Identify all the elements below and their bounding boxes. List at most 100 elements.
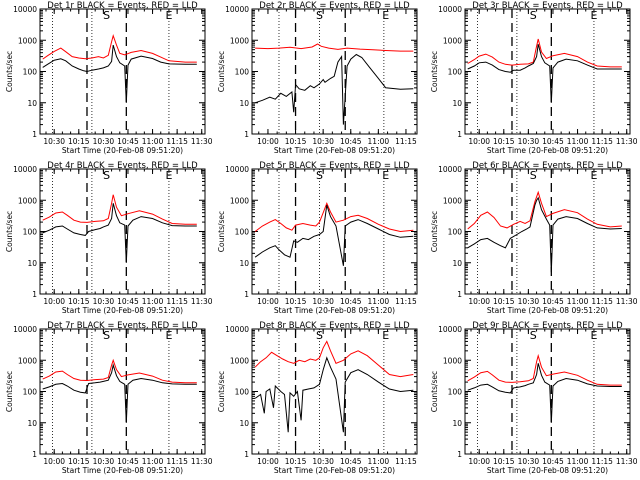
marker-label: S: [103, 169, 110, 182]
x-tick-label: 11:30: [616, 137, 638, 146]
y-tick-label: 10: [452, 259, 462, 268]
x-tick-label: 11:00: [142, 457, 164, 466]
y-tick-label: 100: [448, 68, 463, 77]
events-series-line: [42, 44, 197, 103]
marker-label: E: [165, 9, 172, 22]
y-tick-label: 100: [23, 388, 38, 397]
marker-label: S: [103, 9, 110, 22]
lld-series-line: [467, 38, 622, 68]
x-tick-label: 11:15: [591, 137, 613, 146]
marker-label: E: [382, 9, 389, 22]
x-tick-label: 11:30: [616, 297, 638, 306]
y-tick-label: 100: [448, 388, 463, 397]
panel-title: Det 6r BLACK = Events, RED = LLD: [472, 161, 623, 171]
y-tick-label: 10000: [13, 165, 37, 174]
x-tick-label: 10:15: [68, 457, 90, 466]
y-axis-label: Counts/sec: [217, 371, 226, 412]
y-tick-label: 1000: [230, 356, 249, 365]
x-axis-label: Start Time (20-Feb-08 09:51:20): [274, 466, 395, 475]
x-axis-label: Start Time (20-Feb-08 09:51:20): [487, 146, 608, 155]
x-tick-label: 10:00: [257, 137, 279, 146]
y-tick-label: 10: [239, 259, 249, 268]
y-tick-label: 10000: [225, 165, 249, 174]
y-tick-label: 1000: [230, 36, 249, 45]
y-tick-label: 10: [452, 99, 462, 108]
marker-label: S: [316, 329, 323, 342]
marker-label: S: [103, 329, 110, 342]
x-tick-label: 11:00: [368, 297, 390, 306]
x-tick-label: 10:15: [68, 137, 90, 146]
y-tick-label: 100: [23, 228, 38, 237]
events-series-line: [467, 363, 622, 423]
y-tick-label: 100: [235, 68, 250, 77]
x-tick-label: 10:15: [493, 297, 515, 306]
panel-title: Det 7r BLACK = Events, RED = LLD: [47, 321, 198, 331]
events-series-line: [254, 53, 414, 125]
x-tick-label: 11:00: [368, 137, 390, 146]
panel-9: Det 9r BLACK = Events, RED = LLD 1 10 100 10…: [430, 321, 638, 475]
x-tick-label: 11:15: [591, 297, 613, 306]
x-tick-label: 11:30: [191, 457, 213, 466]
x-tick-label: 11:00: [142, 297, 164, 306]
marker-label: E: [165, 329, 172, 342]
plot-frame: [251, 328, 418, 455]
plot-frame: [464, 168, 631, 295]
x-tick-label: 10:30: [312, 137, 334, 146]
y-tick-label: 1: [244, 450, 249, 459]
y-axis-label: Counts/sec: [430, 211, 439, 252]
lld-series-line: [467, 190, 622, 230]
x-tick-label: 10:15: [493, 137, 515, 146]
y-tick-label: 1000: [443, 196, 462, 205]
x-tick-label: 10:00: [468, 457, 490, 466]
y-axis-label: Counts/sec: [217, 51, 226, 92]
events-series-line: [42, 363, 197, 423]
events-series-line: [42, 203, 197, 263]
x-axis-label: Start Time (20-Feb-08 09:51:20): [62, 306, 183, 315]
marker-label: E: [382, 329, 389, 342]
x-tick-label: 10:00: [468, 137, 490, 146]
panel-title: Det 1r BLACK = Events, RED = LLD: [47, 1, 198, 11]
events-series-line: [254, 356, 414, 433]
x-tick-label: 10:15: [285, 457, 307, 466]
y-tick-label: 10000: [438, 325, 462, 334]
x-tick-label: 11:15: [395, 457, 417, 466]
x-tick-label: 10:30: [518, 137, 540, 146]
x-tick-label: 10:30: [93, 137, 115, 146]
x-tick-label: 10:45: [117, 137, 139, 146]
x-tick-label: 10:30: [93, 297, 115, 306]
x-tick-label: 10:30: [312, 457, 334, 466]
y-tick-label: 1: [244, 130, 249, 139]
x-tick-label: 10:30: [518, 297, 540, 306]
x-tick-label: 10:00: [43, 297, 65, 306]
x-tick-label: 10:15: [68, 297, 90, 306]
y-tick-label: 1: [457, 130, 462, 139]
x-tick-label: 11:00: [567, 137, 589, 146]
y-tick-label: 10: [27, 259, 37, 268]
y-tick-label: 1: [457, 450, 462, 459]
lld-series-line: [467, 353, 622, 386]
y-axis-label: Counts/sec: [5, 51, 14, 92]
y-axis-label: Counts/sec: [430, 51, 439, 92]
x-tick-label: 10:45: [542, 137, 564, 146]
x-tick-label: 11:15: [166, 457, 188, 466]
x-tick-label: 10:45: [340, 297, 362, 306]
marker-label: E: [382, 169, 389, 182]
lld-series-line: [255, 43, 414, 52]
x-tick-label: 10:15: [493, 457, 515, 466]
events-series-line: [467, 196, 622, 273]
x-tick-label: 11:15: [591, 457, 613, 466]
marker-label: S: [530, 169, 537, 182]
x-axis-label: Start Time (20-Feb-08 09:51:20): [62, 466, 183, 475]
x-axis-label: Start Time (20-Feb-08 09:51:20): [274, 146, 395, 155]
x-axis-label: Start Time (20-Feb-08 09:51:20): [487, 466, 608, 475]
y-tick-label: 10000: [438, 165, 462, 174]
y-tick-label: 10: [27, 99, 37, 108]
y-tick-label: 1: [32, 450, 37, 459]
x-tick-label: 10:30: [93, 457, 115, 466]
x-tick-label: 11:00: [368, 457, 390, 466]
y-axis-label: Counts/sec: [5, 371, 14, 412]
y-tick-label: 10: [27, 419, 37, 428]
y-tick-label: 1000: [443, 356, 462, 365]
marker-label: E: [590, 329, 597, 342]
panel-title: Det 8r BLACK = Events, RED = LLD: [259, 321, 410, 331]
